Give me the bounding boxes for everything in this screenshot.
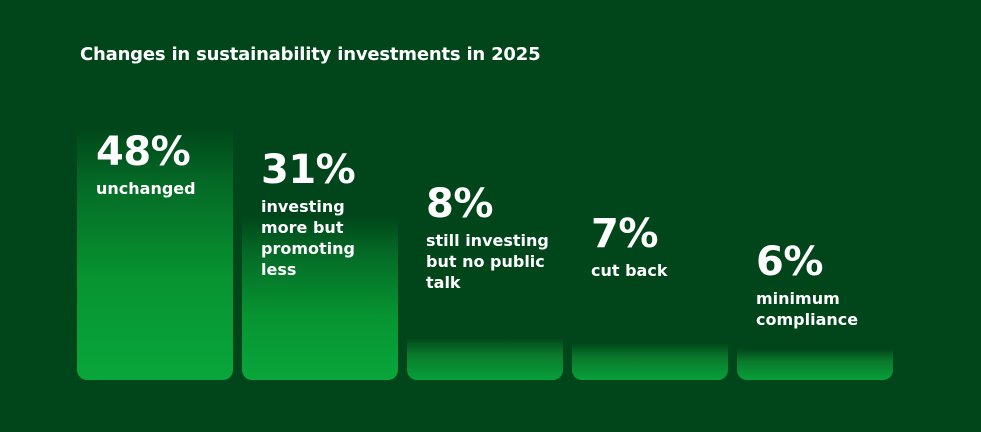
bar-value-1: 48% [96,129,191,175]
bar-4 [572,343,728,380]
bar-value-3: 8% [426,181,493,227]
bar-1 [77,128,233,380]
bar-label-5: minimum compliance [756,289,859,329]
bar-5 [737,348,893,380]
bar-value-4: 7% [591,211,658,257]
chart-title: Changes in sustainability investments in… [80,44,541,65]
bar-value-2: 31% [261,147,356,193]
bar-3 [407,338,563,380]
bar-label-1: unchanged [96,179,196,198]
bar-value-5: 6% [756,239,823,285]
bar-label-4: cut back [591,261,668,280]
bar-label-2: investing more but promoting less [261,197,355,279]
bar-2 [242,217,398,380]
bar-label-3: still investing but no public talk [426,231,549,292]
